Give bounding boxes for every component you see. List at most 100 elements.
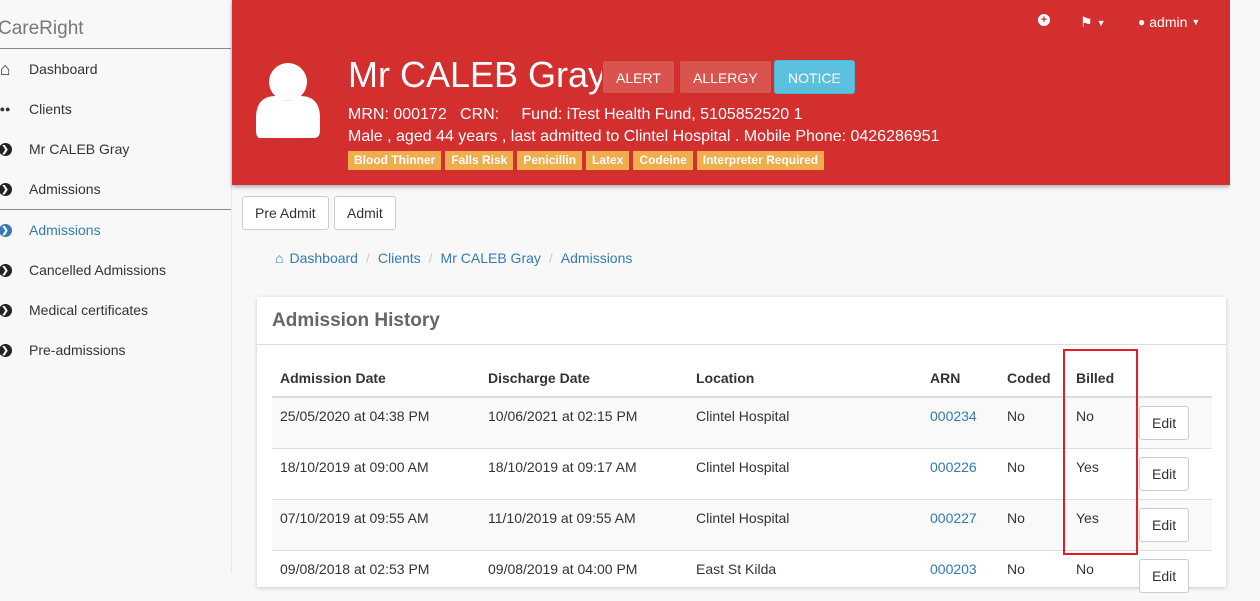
divider	[0, 48, 231, 49]
table-cell: 000234	[922, 396, 999, 448]
brand-logo[interactable]: CareRight	[0, 18, 84, 39]
patient-tag: Codeine	[633, 151, 693, 170]
chevron-circle-right-icon: ❯	[0, 142, 12, 156]
column-header: Location	[688, 359, 922, 398]
patient-ids: MRN: 000172 CRN: Fund: iTest Health Fund…	[348, 106, 803, 123]
sidebar-item-label: Admissions	[29, 222, 101, 238]
table-cell: Edit	[1131, 498, 1212, 550]
table-cell: No	[1068, 396, 1131, 448]
arn-link[interactable]: 000227	[930, 509, 977, 526]
table-row: 07/10/2019 at 09:55 AM 11/10/2019 at 09:5…	[272, 498, 1212, 550]
table-cell: Clintel Hospital	[688, 447, 922, 499]
edit-button[interactable]: Edit	[1139, 507, 1190, 542]
arn-link[interactable]: 000203	[930, 560, 977, 577]
table-cell: No	[999, 447, 1068, 499]
table-cell: Yes	[1068, 498, 1131, 550]
table-cell: 000226	[922, 447, 999, 499]
pre-admit-button[interactable]: Pre Admit	[242, 196, 329, 230]
sidebar-item-label: Cancelled Admissions	[29, 262, 166, 278]
breadcrumb-separator: /	[428, 250, 433, 266]
arn-link[interactable]: 000234	[930, 408, 977, 424]
table-row: 18/10/2019 at 09:00 AM 18/10/2019 at 09:1…	[272, 447, 1212, 499]
column-header: Coded	[999, 359, 1068, 398]
breadcrumb-admissions[interactable]: Admissions	[561, 250, 633, 266]
sidebar-item-label: Dashboard	[29, 61, 98, 77]
notice-button[interactable]: NOTICE	[774, 60, 855, 94]
table-cell: No	[999, 549, 1068, 601]
sidebar-item-label: Medical certificates	[29, 302, 149, 318]
sidebar-item-cancelled-admissions[interactable]: ❯ Cancelled Admissions	[0, 260, 166, 280]
sidebar-item-mr-caleb-gray[interactable]: ❯ Mr CALEB Gray	[0, 139, 129, 159]
user-icon: ●	[1138, 15, 1146, 29]
table-cell: Yes	[1068, 447, 1131, 499]
patient-tag: Falls Risk	[445, 151, 514, 170]
column-header: Billed	[1068, 359, 1131, 398]
breadcrumb-mr-caleb-gray[interactable]: Mr CALEB Gray	[441, 250, 541, 266]
breadcrumb-clients[interactable]: Clients	[378, 250, 421, 266]
sidebar-item-pre-admissions[interactable]: ❯ Pre-admissions	[0, 340, 125, 360]
breadcrumb-separator: /	[548, 250, 553, 266]
patient-header: + ⚑ ▼ ● admin ▼ Mr CALEB Gray ALERT ALLERGY…	[232, 0, 1230, 185]
allergy-button[interactable]: ALLERGY	[679, 60, 772, 94]
sidebar: CareRight ⌂ Dashboard ●● Clients ❯ Mr CALEB G…	[0, 0, 232, 573]
table-cell: 10/06/2021 at 02:15 PM	[480, 396, 688, 448]
chevron-circle-right-icon: ❯	[0, 303, 12, 317]
patient-name: Mr CALEB Gray	[348, 54, 607, 95]
table-cell: 000227	[922, 498, 999, 550]
sidebar-item-label: Pre-admissions	[29, 342, 126, 358]
table-cell: 18/10/2019 at 09:17 AM	[480, 447, 688, 499]
table-cell: No	[1068, 549, 1131, 601]
users-icon: ●●	[0, 104, 11, 114]
table-row: 25/05/2020 at 04:38 PM 10/06/2021 at 02:1…	[272, 396, 1212, 448]
table-cell: Clintel Hospital	[688, 396, 922, 448]
column-header: Discharge Date	[480, 359, 688, 398]
chevron-circle-right-icon: ❯	[0, 343, 12, 357]
column-header: ARN	[922, 359, 999, 398]
arn-link[interactable]: 000226	[930, 458, 977, 475]
column-header: Admission Date	[272, 359, 480, 398]
admit-button[interactable]: Admit	[334, 196, 396, 230]
chevron-circle-right-icon: ❯	[0, 182, 12, 196]
table-cell: East St Kilda	[688, 549, 922, 601]
breadcrumb-dashboard[interactable]: ⌂ Dashboard	[275, 250, 358, 266]
breadcrumb-label: Admissions	[560, 250, 633, 266]
divider	[0, 209, 231, 210]
sidebar-item-admissions[interactable]: ❯ Admissions	[0, 179, 101, 199]
flag-dropdown[interactable]: ⚑ ▼	[1080, 14, 1105, 31]
user-menu[interactable]: ● admin ▼	[1138, 14, 1200, 30]
edit-button[interactable]: Edit	[1139, 558, 1190, 593]
breadcrumb-label: Mr CALEB Gray	[440, 250, 541, 266]
sidebar-item-label: Mr CALEB Gray	[29, 141, 130, 157]
user-name: admin	[1149, 14, 1188, 30]
sidebar-item-dashboard[interactable]: ⌂ Dashboard	[0, 59, 98, 79]
table-cell: 09/08/2019 at 04:00 PM	[480, 549, 688, 601]
table-cell: 09/08/2018 at 02:53 PM	[272, 549, 480, 601]
table-cell: 07/10/2019 at 09:55 AM	[272, 498, 480, 550]
caret-down-icon: ▼	[1096, 17, 1106, 28]
sidebar-item-medical-certificates[interactable]: ❯ Medical certificates	[0, 300, 148, 320]
table-cell: Clintel Hospital	[688, 498, 922, 550]
add-button[interactable]: +	[1038, 14, 1050, 26]
patient-details: Male , aged 44 years , last admitted to …	[348, 128, 940, 145]
table-cell: 000203	[922, 549, 999, 601]
panel-title: Admission History	[272, 310, 440, 331]
alert-button[interactable]: ALERT	[602, 60, 675, 94]
avatar-icon	[256, 63, 320, 138]
page-margin	[1230, 0, 1260, 573]
edit-button[interactable]: Edit	[1139, 406, 1190, 440]
table-cell: No	[999, 498, 1068, 550]
sidebar-item-clients[interactable]: ●● Clients	[0, 99, 72, 119]
breadcrumb-label: Clients	[377, 250, 421, 266]
flag-icon: ⚑	[1080, 14, 1093, 30]
chevron-circle-right-icon: ❯	[0, 263, 12, 277]
breadcrumb-label: Dashboard	[289, 250, 358, 266]
breadcrumb-separator: /	[365, 250, 370, 266]
billed-column-highlight	[1063, 349, 1138, 555]
patient-tag: Penicillin	[517, 151, 583, 170]
sidebar-item-label: Admissions	[29, 181, 101, 197]
caret-down-icon: ▼	[1191, 17, 1201, 27]
edit-button[interactable]: Edit	[1139, 456, 1190, 491]
admission-history-panel: Admission History Admission Date Discharg…	[257, 297, 1226, 601]
sidebar-item-admissions[interactable]: ❯ Admissions	[0, 220, 101, 240]
divider	[257, 344, 1226, 345]
